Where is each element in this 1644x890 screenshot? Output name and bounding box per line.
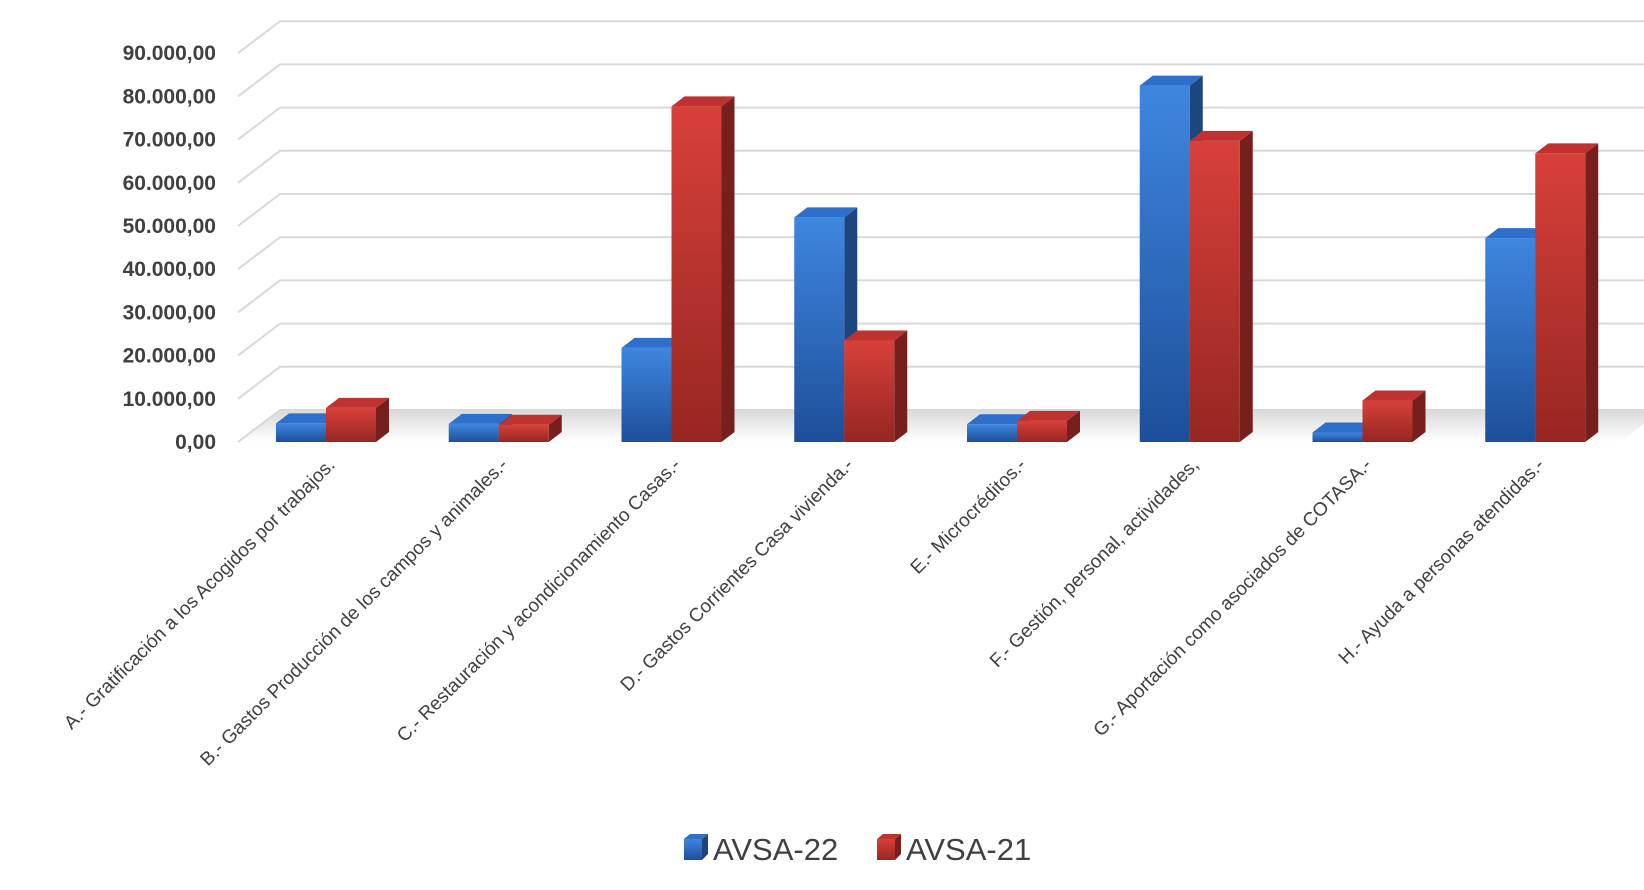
x-tick-label: H.- Ayuda a personas atendidas.- xyxy=(1335,455,1549,669)
y-tick-label: 0,00 xyxy=(175,431,216,454)
x-tick-label: E.- Microcréditos.- xyxy=(907,455,1031,579)
legend-label: AVSA-21 xyxy=(906,832,1031,867)
gridline xyxy=(237,63,1644,98)
y-axis-ticks: 0,00 10.000,00 20.000,00 30.000,00 40.000,00… xyxy=(123,42,216,454)
bar-AVSA-21-4 xyxy=(1017,410,1080,442)
legend-item-AVSA-21: AVSA-21 xyxy=(877,832,1031,867)
y-tick-label: 60.000,00 xyxy=(123,172,216,195)
gridline xyxy=(237,236,1644,270)
y-tick-label: 30.000,00 xyxy=(123,301,216,324)
y-tick-label: 80.000,00 xyxy=(123,85,216,108)
x-tick-label: A.- Gratificación a los Acogidos por tra… xyxy=(60,455,339,734)
gridline xyxy=(237,106,1644,141)
x-tick-label: B.- Gastos Producción de los campos y an… xyxy=(197,455,513,771)
gridline xyxy=(237,322,1644,357)
bars xyxy=(276,75,1599,442)
y-tick-label: 10.000,00 xyxy=(123,388,216,411)
bar-AVSA-21-5 xyxy=(1189,130,1253,442)
x-tick-label: C.- Restauración y acondicionamiento Cas… xyxy=(393,455,685,747)
x-tick-label: F.- Gestión, personal, actividades, xyxy=(986,455,1203,672)
bar-AVSA-21-7 xyxy=(1535,143,1599,442)
floor-plane xyxy=(238,410,1644,442)
bar-AVSA-21-1 xyxy=(498,414,562,442)
bar-AVSA-21-3 xyxy=(844,330,908,442)
gridline xyxy=(237,20,1644,54)
bar-AVSA-21-6 xyxy=(1362,390,1426,442)
y-tick-label: 70.000,00 xyxy=(123,129,216,152)
y-tick-label: 90.000,00 xyxy=(123,42,216,65)
legend-item-AVSA-22: AVSA-22 xyxy=(684,832,838,867)
y-tick-label: 20.000,00 xyxy=(123,345,216,368)
gridline xyxy=(237,279,1644,314)
y-tick-label: 40.000,00 xyxy=(123,258,216,281)
legend-swatch xyxy=(684,839,702,860)
x-tick-label: G.- Aportación como asociados de COTASA.… xyxy=(1090,455,1376,741)
bar-AVSA-21-0 xyxy=(326,397,389,442)
gridline xyxy=(237,193,1644,227)
legend: AVSA-22 AVSA-21 xyxy=(684,832,1031,867)
grid-lines xyxy=(237,20,1644,443)
y-tick-label: 50.000,00 xyxy=(123,215,216,238)
gridline xyxy=(237,149,1644,184)
legend-swatch xyxy=(877,839,895,860)
gridline xyxy=(237,365,1644,400)
bar-AVSA-21-2 xyxy=(671,96,735,442)
legend-label: AVSA-22 xyxy=(713,832,838,867)
x-axis-ticks: A.- Gratificación a los Acogidos por tra… xyxy=(60,455,1548,771)
